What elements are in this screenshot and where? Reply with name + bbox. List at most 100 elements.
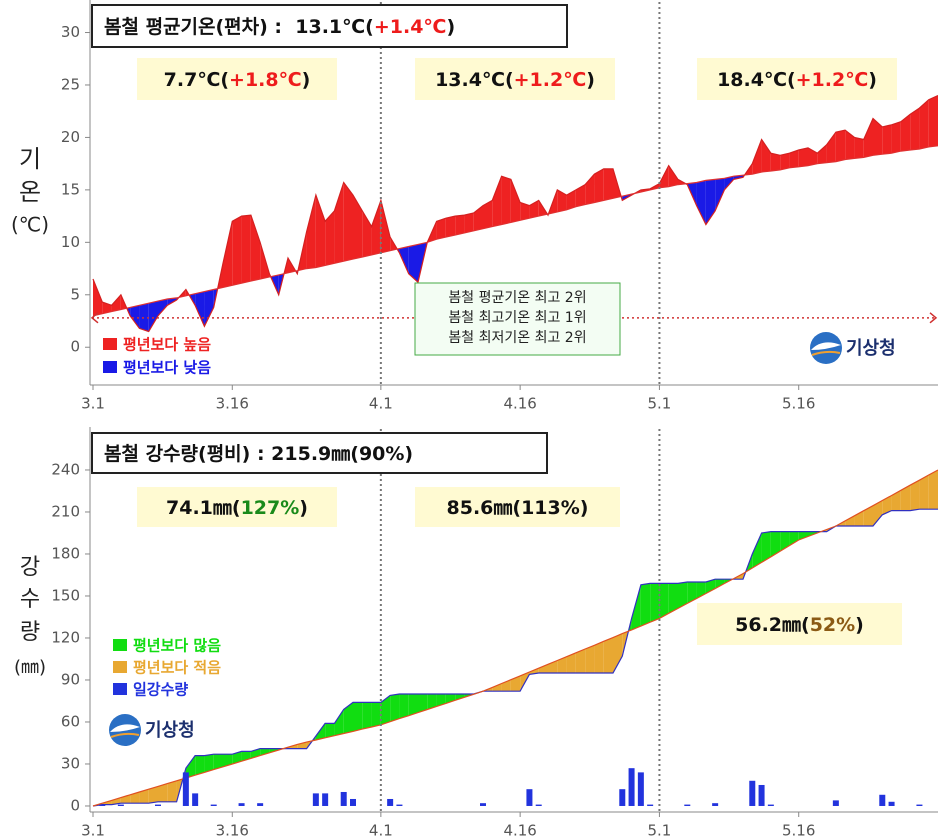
- rain-bar: [879, 794, 886, 806]
- chart-title: 봄철 평균기온(편차) : 13.1℃(+1.4℃): [104, 16, 455, 38]
- text-part: 13.4℃(: [435, 69, 514, 91]
- difference-area: [835, 130, 846, 162]
- difference-area: [585, 645, 595, 673]
- difference-area: [455, 215, 465, 235]
- y-tick-label: 20: [61, 128, 80, 146]
- difference-area: [873, 118, 883, 156]
- text-part: ): [586, 69, 595, 91]
- difference-area: [900, 114, 911, 152]
- difference-area: [362, 702, 372, 730]
- rain-bar: [637, 772, 644, 806]
- x-tick-label: 4.1: [369, 822, 393, 839]
- difference-area: [362, 210, 372, 258]
- difference-area: [817, 144, 827, 164]
- difference-area: [780, 531, 790, 552]
- difference-area: [399, 693, 409, 719]
- difference-area: [854, 137, 864, 159]
- x-tick-label: 5.1: [647, 822, 671, 839]
- difference-area: [631, 584, 641, 630]
- legend-label: 일강수량: [133, 681, 188, 699]
- rain-bar: [832, 800, 839, 806]
- text-part: ): [868, 69, 877, 91]
- y-axis-label: 수: [20, 587, 40, 612]
- difference-area: [575, 649, 586, 673]
- difference-area: [510, 179, 521, 223]
- rain-bar: [916, 804, 923, 806]
- difference-area: [668, 583, 678, 614]
- difference-area: [325, 210, 335, 266]
- legend-swatch: [113, 683, 127, 695]
- rain-bar: [257, 803, 264, 806]
- difference-area: [399, 246, 409, 274]
- text-part: 18.4℃(: [717, 69, 796, 91]
- difference-area: [882, 495, 892, 515]
- difference-area: [353, 195, 363, 260]
- rain-bar: [480, 803, 486, 806]
- difference-area: [464, 212, 474, 233]
- difference-area: [919, 99, 929, 149]
- difference-area: [306, 195, 316, 269]
- difference-area: [910, 108, 920, 151]
- difference-area: [93, 279, 103, 316]
- difference-area: [928, 469, 938, 510]
- difference-area: [380, 695, 391, 725]
- difference-area: [120, 794, 131, 804]
- y-tick-label: 0: [70, 338, 80, 356]
- arrow-head: [90, 312, 99, 324]
- difference-area: [594, 168, 604, 203]
- difference-area: [250, 215, 261, 282]
- x-tick-label: 5.16: [782, 395, 815, 413]
- rain-bar: [888, 801, 895, 806]
- difference-area: [343, 182, 353, 262]
- chart-title: 봄철 강수량(평비) : 215.9㎜(90%): [104, 443, 413, 465]
- annotation-box: [137, 58, 337, 100]
- legend-swatch: [103, 361, 117, 373]
- y-tick-label: 10: [61, 233, 80, 251]
- text-part: 85.6㎜(113%): [447, 497, 589, 519]
- y-tick-label: 210: [51, 502, 80, 520]
- difference-area: [863, 505, 873, 526]
- text-part: 74.1㎜(: [166, 497, 241, 519]
- difference-area: [678, 581, 688, 609]
- annotation-box: [137, 487, 337, 527]
- rain-bar: [117, 804, 124, 806]
- annotation: 85.6㎜(113%): [447, 497, 589, 519]
- difference-area: [557, 189, 567, 212]
- text-part: ): [299, 497, 308, 519]
- series-line: [92, 94, 938, 333]
- annotation: 7.7℃(+1.8℃): [164, 69, 311, 91]
- difference-area: [148, 301, 158, 332]
- difference-area: [232, 751, 242, 764]
- rain-bar: [526, 789, 533, 806]
- rain-bar: [647, 804, 654, 806]
- difference-area: [315, 723, 326, 741]
- x-tick-label: 4.16: [503, 822, 536, 839]
- x-tick-label: 4.16: [503, 395, 536, 413]
- logo-swirl: [110, 732, 140, 738]
- arrow-head: [929, 312, 938, 324]
- annotation-box: [415, 487, 620, 527]
- difference-area: [919, 475, 929, 510]
- y-tick-label: 150: [51, 586, 80, 604]
- difference-area: [789, 150, 799, 168]
- text-part: 7.7℃(: [164, 69, 229, 91]
- difference-area: [213, 754, 223, 770]
- rain-bar: [767, 804, 774, 806]
- difference-area: [501, 176, 511, 225]
- difference-area: [594, 641, 604, 673]
- annotation-box: [415, 58, 615, 100]
- title-box: [91, 4, 568, 48]
- text-part: +1.4℃: [374, 16, 447, 38]
- series-line: [92, 145, 938, 317]
- difference-area: [139, 789, 149, 804]
- rain-bar: [628, 768, 635, 806]
- difference-area: [715, 579, 725, 589]
- difference-area: [418, 693, 428, 713]
- difference-area: [566, 652, 576, 673]
- difference-area: [566, 189, 576, 210]
- difference-area: [408, 244, 418, 283]
- difference-area: [436, 693, 446, 707]
- difference-area: [204, 289, 214, 327]
- y-axis-label: (℃): [11, 213, 49, 237]
